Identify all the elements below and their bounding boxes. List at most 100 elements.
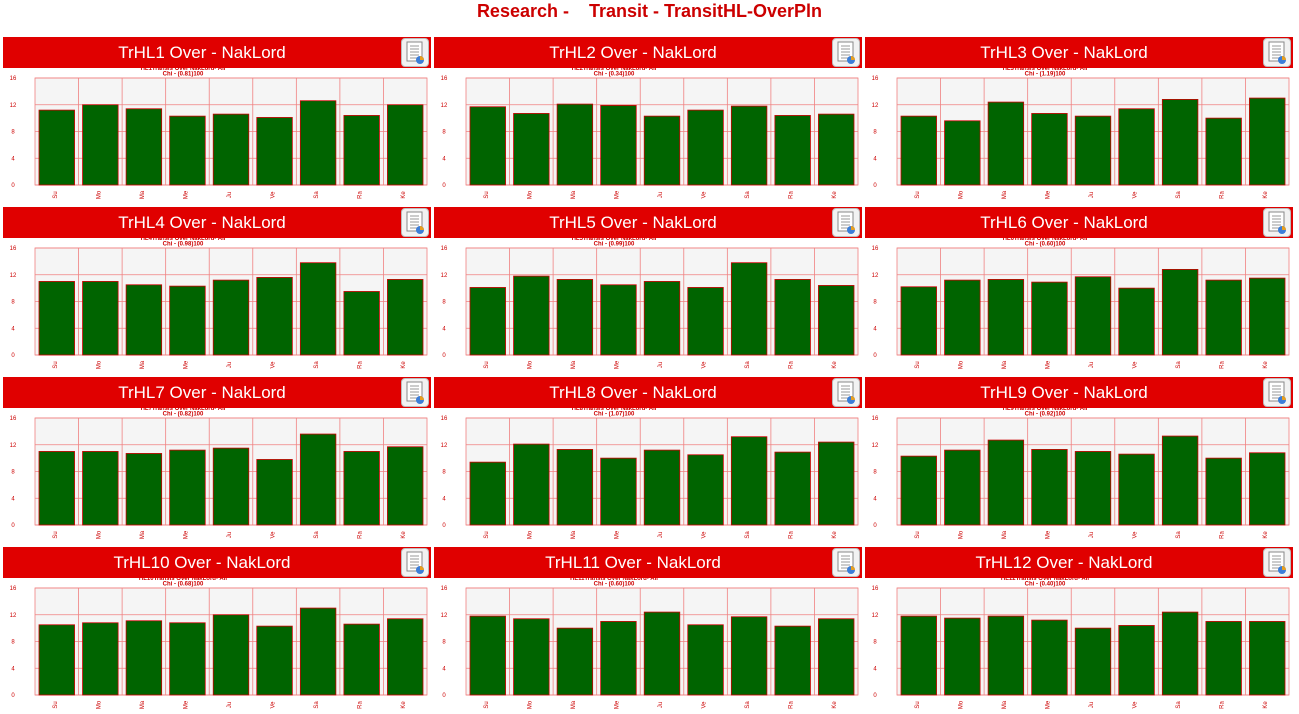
report-icon <box>837 551 855 574</box>
x-tick-label: Me <box>183 530 189 539</box>
chart-title: HL10Transis Over NakLord- All <box>139 578 227 582</box>
bar-ke <box>818 441 855 526</box>
y-tick-label: 8 <box>11 640 15 646</box>
chart-grid: TrHL1 Over - NakLord 0 4 8 12 16 Su Mo Ma Me Ju Ve S… <box>3 37 1293 714</box>
bar-mo <box>82 451 119 526</box>
bar-ma <box>556 449 594 526</box>
bar-sa <box>730 262 768 356</box>
x-tick-label: Ju <box>658 362 664 368</box>
y-tick-label: 12 <box>441 613 448 619</box>
panel-title: TrHL10 Over - NakLord <box>3 547 431 578</box>
x-tick-label: Me <box>183 360 189 369</box>
report-button[interactable] <box>832 208 860 237</box>
x-tick-label: Ra <box>789 191 795 199</box>
y-tick-label: 0 <box>11 353 15 359</box>
x-tick-label: Su <box>915 191 921 198</box>
x-tick-label: Me <box>1045 360 1051 369</box>
report-button[interactable] <box>832 378 860 407</box>
bar-mo <box>82 281 119 356</box>
bar-su <box>900 286 937 356</box>
bar-ju <box>643 449 681 526</box>
x-tick-label: Ve <box>702 701 708 709</box>
bar-chart: 0 4 8 12 16 Su Mo Ma Me Ju Ve Sa Ra Ke HL8Transis Over… <box>441 408 859 539</box>
report-icon <box>837 381 855 404</box>
report-button[interactable] <box>832 38 860 67</box>
bar-sa <box>730 105 768 186</box>
bar-mo <box>513 443 550 526</box>
x-tick-label: Mo <box>96 190 102 199</box>
y-tick-label: 8 <box>442 300 446 306</box>
bar-chart: 0 4 8 12 16 Su Mo Ma Me Ju Ve Sa Ra Ke HL11Transis Ove… <box>441 578 859 709</box>
bar-ke <box>818 618 855 696</box>
bar-su <box>469 287 506 356</box>
bar-su <box>38 451 75 526</box>
x-tick-label: Me <box>614 360 620 369</box>
bar-sa <box>299 262 337 356</box>
bar-sa <box>299 100 337 186</box>
report-button[interactable] <box>401 208 429 237</box>
x-tick-label: Su <box>915 531 921 538</box>
y-tick-label: 16 <box>872 246 879 252</box>
x-tick-label: Su <box>484 191 490 198</box>
report-button[interactable] <box>1263 378 1291 407</box>
y-tick-label: 0 <box>11 183 15 189</box>
report-button[interactable] <box>401 378 429 407</box>
bar-ju <box>212 279 250 356</box>
chart-subtitle: Chi - (0.92)100 <box>1025 412 1066 418</box>
x-tick-label: Sa <box>1176 701 1182 709</box>
y-tick-label: 0 <box>11 693 15 699</box>
chart-panel: TrHL2 Over - NakLord 0 4 8 12 16 Su Mo Ma Me Ju Ve S… <box>434 37 862 204</box>
x-tick-label: Ra <box>358 361 364 369</box>
bar-sa <box>1161 268 1199 356</box>
bar-mo <box>944 120 981 186</box>
panel-title: TrHL2 Over - NakLord <box>434 37 862 68</box>
y-tick-label: 16 <box>10 246 17 252</box>
x-tick-label: Ju <box>658 192 664 198</box>
y-tick-label: 8 <box>11 130 15 136</box>
x-tick-label: Ma <box>140 700 146 709</box>
bar-ma <box>987 101 1025 186</box>
report-button[interactable] <box>1263 548 1291 577</box>
x-tick-label: Ra <box>789 531 795 539</box>
bar-ve <box>256 459 293 526</box>
report-button[interactable] <box>832 548 860 577</box>
x-tick-label: Ve <box>1133 531 1139 539</box>
report-button[interactable] <box>401 548 429 577</box>
bar-mo <box>944 279 981 356</box>
bar-ke <box>387 446 424 526</box>
y-tick-label: 4 <box>442 156 446 162</box>
x-tick-label: Ma <box>1002 530 1008 539</box>
bar-ra <box>1205 117 1242 186</box>
bar-ju <box>1074 451 1112 526</box>
x-tick-label: Sa <box>745 191 751 199</box>
panel-title: TrHL12 Over - NakLord <box>865 547 1293 578</box>
report-button[interactable] <box>401 38 429 67</box>
panel-title: TrHL8 Over - NakLord <box>434 377 862 408</box>
report-button[interactable] <box>1263 208 1291 237</box>
x-tick-label: Ra <box>358 531 364 539</box>
y-tick-label: 12 <box>10 443 17 449</box>
bar-ve <box>687 109 724 186</box>
x-tick-label: Mo <box>527 530 533 539</box>
report-button[interactable] <box>1263 38 1291 67</box>
bar-ma <box>125 108 163 186</box>
bar-chart: 0 4 8 12 16 Su Mo Ma Me Ju Ve Sa Ra Ke HL2Transis Over… <box>441 68 859 199</box>
x-tick-label: Su <box>484 361 490 368</box>
x-tick-label: Sa <box>314 531 320 539</box>
bar-ma <box>125 284 163 356</box>
bar-ju <box>643 281 681 356</box>
x-tick-label: Sa <box>1176 361 1182 369</box>
y-tick-label: 12 <box>441 443 448 449</box>
bar-sa <box>1161 435 1199 526</box>
y-tick-label: 0 <box>11 523 15 529</box>
bar-chart: 0 4 8 12 16 Su Mo Ma Me Ju Ve Sa Ra Ke HL1Transis Over… <box>10 68 428 199</box>
bar-ra <box>774 115 811 186</box>
bar-ma <box>987 439 1025 526</box>
x-tick-label: Sa <box>1176 531 1182 539</box>
x-tick-label: Me <box>614 700 620 709</box>
bar-chart: 0 4 8 12 16 Su Mo Ma Me Ju Ve Sa Ra Ke HL10Transis Ove… <box>10 578 428 709</box>
chart-title: HL7Transis Over NakLord- All <box>141 408 226 412</box>
x-tick-label: Ju <box>227 532 233 538</box>
y-tick-label: 4 <box>11 326 15 332</box>
bar-ju <box>1074 627 1112 696</box>
